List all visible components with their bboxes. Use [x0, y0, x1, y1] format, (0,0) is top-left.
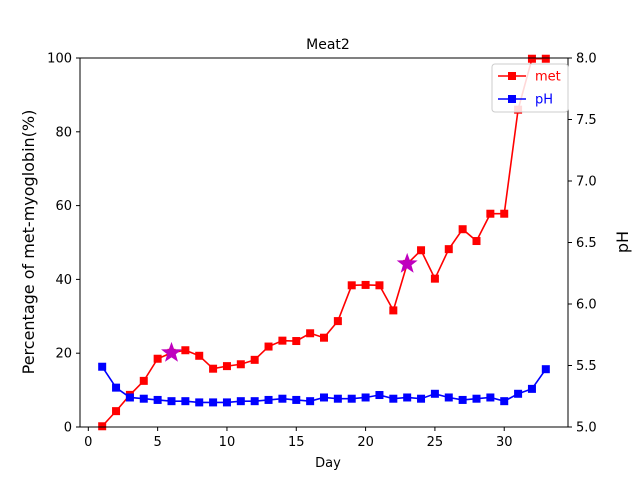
data-point-pH — [458, 395, 467, 404]
y-tick-label-left: 60 — [55, 199, 72, 214]
data-point-pH — [430, 389, 439, 398]
x-tick-label: 30 — [496, 435, 513, 450]
data-point-pH — [500, 397, 509, 406]
data-point-pH — [222, 398, 231, 407]
x-tick-label: 5 — [153, 435, 161, 450]
data-point-pH — [403, 393, 412, 402]
data-point-met — [527, 54, 536, 63]
series-layer — [98, 54, 550, 431]
data-point-pH — [389, 394, 398, 403]
data-point-met — [417, 246, 426, 255]
data-point-met — [375, 281, 384, 290]
chart-title: Meat2 — [306, 37, 350, 53]
x-tick-label: 25 — [427, 435, 444, 450]
data-point-met — [292, 337, 301, 346]
data-point-pH — [444, 393, 453, 402]
legend: met pH — [491, 63, 569, 113]
data-point-pH — [486, 393, 495, 402]
data-point-pH — [514, 389, 523, 398]
data-point-met — [250, 355, 259, 364]
x-tick-label: 10 — [219, 435, 236, 450]
data-point-pH — [361, 393, 370, 402]
y-axis-label-right: pH — [613, 231, 632, 253]
data-point-pH — [417, 394, 426, 403]
x-tick-label: 20 — [357, 435, 374, 450]
y-tick-label-right: 5.5 — [576, 359, 597, 374]
data-point-met — [112, 407, 121, 416]
data-point-met — [98, 422, 107, 431]
data-point-met — [195, 351, 204, 360]
y-tick-label-left: 80 — [55, 125, 72, 140]
data-point-pH — [264, 395, 273, 404]
y-axis-label-left: Percentage of met-myoglobin(%) — [19, 110, 38, 375]
y-tick-label-right: 5.0 — [576, 421, 597, 436]
data-point-met — [320, 333, 328, 342]
data-point-met — [347, 281, 356, 290]
data-point-pH — [472, 394, 481, 403]
data-point-pH — [98, 362, 107, 371]
data-point-pH — [347, 394, 356, 403]
data-point-met — [139, 376, 148, 385]
data-point-met — [209, 364, 218, 373]
data-point-pH — [181, 397, 190, 406]
data-point-met — [389, 306, 398, 315]
data-point-met — [181, 346, 190, 355]
x-tick-label: 0 — [84, 435, 92, 450]
plot-frame — [79, 57, 569, 428]
legend-marker-met — [508, 72, 516, 80]
data-point-met — [306, 329, 315, 338]
highlight-star-marker — [396, 252, 418, 273]
data-point-pH — [112, 383, 121, 392]
data-point-pH — [333, 394, 342, 403]
highlight-star-marker — [161, 341, 182, 362]
data-point-met — [430, 274, 439, 283]
y-tick-label-left: 20 — [55, 347, 72, 362]
y-tick-label-left: 0 — [64, 421, 72, 436]
legend-marker-pH — [508, 95, 516, 103]
data-point-pH — [125, 393, 134, 402]
data-point-pH — [375, 391, 384, 400]
data-point-pH — [139, 394, 148, 403]
x-tick-label: 15 — [288, 435, 305, 450]
y-tick-label-right: 6.5 — [576, 236, 597, 251]
data-point-met — [541, 54, 550, 63]
data-point-pH — [236, 397, 245, 406]
y-tick-label-right: 8.0 — [576, 52, 597, 67]
data-point-pH — [320, 393, 328, 402]
data-point-pH — [250, 397, 259, 406]
data-point-met — [458, 225, 467, 234]
data-point-met — [222, 362, 231, 371]
y-tick-label-left: 40 — [55, 273, 72, 288]
legend-label-pH: pH — [535, 93, 553, 108]
x-axis-label: Day — [315, 456, 341, 471]
data-point-pH — [167, 397, 176, 406]
data-point-met — [361, 280, 370, 289]
data-point-met — [333, 317, 342, 326]
data-point-met — [500, 209, 509, 218]
legend-label-met: met — [535, 70, 561, 85]
data-point-pH — [153, 395, 162, 404]
data-point-met — [264, 342, 273, 351]
axes-layer: 0 5 10 15 20 25 30 0 20 40 60 80 100 5.0 5.5 6.0 6.5 7.0 7… — [47, 52, 597, 451]
data-point-pH — [306, 397, 315, 406]
data-point-pH — [527, 384, 536, 393]
data-point-met — [236, 360, 245, 369]
data-point-pH — [195, 398, 204, 407]
data-point-met — [472, 237, 481, 246]
y-tick-label-right: 7.5 — [576, 113, 597, 128]
data-point-met — [278, 336, 287, 345]
data-point-met — [153, 354, 162, 363]
data-point-pH — [278, 394, 287, 403]
y-tick-label-right: 6.0 — [576, 298, 597, 313]
y-tick-label-right: 7.0 — [576, 175, 597, 190]
data-point-pH — [209, 398, 218, 407]
data-point-met — [444, 245, 453, 254]
data-point-pH — [292, 395, 301, 404]
data-point-pH — [541, 365, 550, 374]
data-point-met — [486, 209, 495, 218]
y-tick-label-left: 100 — [47, 52, 72, 67]
